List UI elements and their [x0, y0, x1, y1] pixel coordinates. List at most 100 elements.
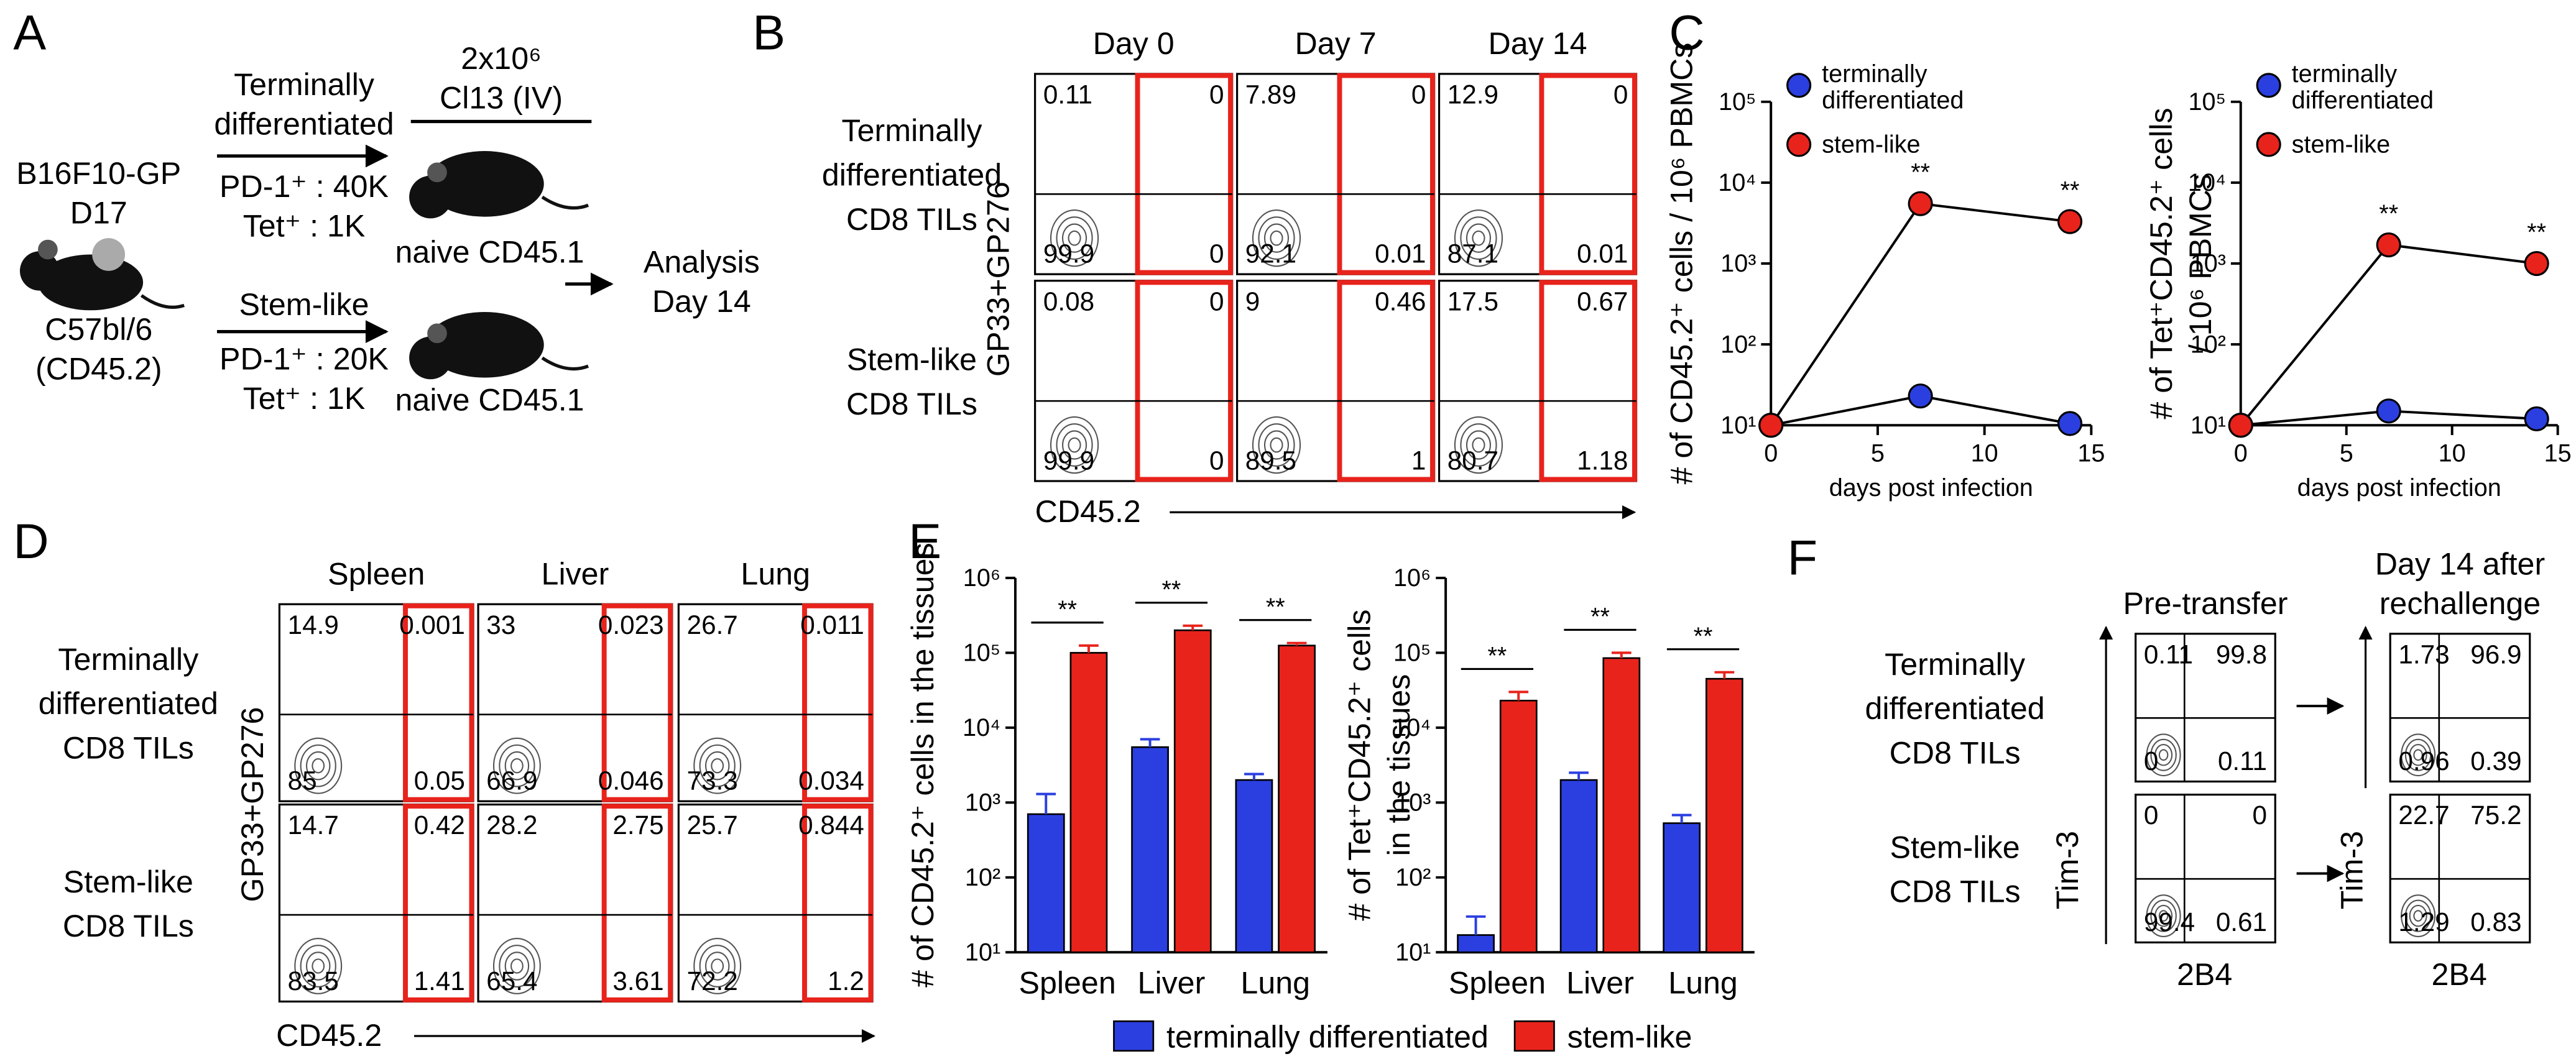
contour	[699, 945, 736, 988]
significance: **	[1590, 603, 1610, 630]
gate-percent: 99.9	[1043, 239, 1094, 268]
gate-percent: 0	[2144, 746, 2159, 776]
gate	[1135, 73, 1233, 275]
cell-count: Tet⁺ : 1K	[243, 208, 366, 243]
contour	[312, 958, 325, 974]
contour	[2154, 904, 2173, 927]
y-tick-label: 10³	[2191, 250, 2226, 277]
gate-percent: 22.7	[2398, 800, 2449, 830]
gate	[1539, 73, 1637, 275]
x-axis-label: days post infection	[2297, 474, 2501, 502]
legend-marker	[1786, 73, 1812, 98]
gate-percent: 0	[1209, 80, 1224, 109]
gate-percent: 0.001	[399, 610, 465, 640]
marker	[1908, 383, 1933, 409]
contour	[1460, 423, 1497, 467]
error-bar	[1466, 915, 1486, 935]
contour	[305, 751, 331, 781]
y-tick-label: 10³	[1395, 789, 1431, 817]
bar	[1069, 652, 1108, 953]
error-bar	[1079, 644, 1099, 653]
bar	[1499, 699, 1538, 953]
host-strain: C57bl/6	[45, 312, 152, 347]
gate-percent: 14.7	[288, 810, 339, 840]
marker	[2376, 232, 2401, 258]
contour	[294, 938, 343, 994]
error-bar	[1611, 651, 1632, 658]
mouse-icon	[19, 238, 185, 311]
marker	[1908, 191, 1933, 216]
y-tick-label: 10³	[1720, 250, 1756, 277]
gate	[1539, 280, 1637, 482]
legend-swatch	[1513, 1020, 1555, 1052]
contour	[2413, 910, 2423, 922]
marker	[2524, 406, 2549, 432]
gate-percent: 17.5	[1447, 287, 1498, 316]
gate-percent: 0.83	[2470, 907, 2521, 937]
row-label: Terminally	[58, 642, 198, 677]
legend-marker	[2256, 132, 2281, 157]
gate-percent: 89.5	[1245, 446, 1296, 475]
x-axis-label: 2B4	[2177, 957, 2232, 992]
error-bar	[1140, 738, 1160, 748]
donor: B16F10-GP	[16, 156, 181, 191]
y-tick-label: 10⁶	[963, 564, 1000, 592]
plot-frame	[677, 803, 874, 1003]
gate-percent: 99.8	[2216, 640, 2267, 669]
x-tick-label: 15	[2077, 439, 2105, 467]
group-label: differentiated	[214, 107, 394, 142]
gate-percent: 25.7	[687, 810, 738, 840]
x-tick-label: 0	[2234, 439, 2248, 467]
gate-percent: 0.11	[1043, 80, 1092, 109]
plot-frame	[1034, 73, 1234, 275]
gate	[601, 603, 673, 802]
gate-percent: 75.2	[2470, 800, 2521, 830]
contour	[1270, 437, 1283, 453]
y-tick-label: 10²	[1720, 331, 1756, 358]
contour	[300, 945, 336, 988]
gate-percent: 99.9	[1043, 446, 1094, 475]
bar	[1559, 779, 1598, 953]
marker	[2524, 250, 2549, 277]
contour	[2150, 899, 2177, 932]
error-bar	[1244, 772, 1264, 781]
contour	[1263, 430, 1290, 460]
significance: **	[1266, 594, 1285, 621]
y-axis-label: # of Tet⁺CD45.2⁺ cells	[1342, 610, 1377, 921]
bar	[1235, 779, 1273, 953]
plot-frame	[278, 803, 474, 1003]
legend-label: stem-like	[1567, 1020, 1692, 1055]
contour	[499, 945, 535, 988]
contour	[510, 958, 524, 974]
y-tick-label: 10⁵	[2189, 88, 2226, 116]
column-header: Day 14	[1489, 26, 1587, 61]
gate	[1337, 280, 1435, 482]
y-axis-label: GP33+GP276	[235, 707, 270, 902]
x-tick-label: Lung	[1240, 965, 1310, 1000]
contour	[2146, 733, 2181, 777]
error-bar	[1671, 814, 1692, 823]
group-label: Stem-like	[239, 287, 369, 322]
y-tick-label: 10²	[1395, 864, 1431, 891]
y-axis-label: Tim-3	[2334, 831, 2369, 909]
y-axis-label: in the tissues	[1382, 674, 1416, 856]
gate-percent: 26.7	[687, 610, 738, 640]
panel-label: E	[908, 513, 941, 569]
contour	[1068, 230, 1081, 246]
analysis: Day 14	[652, 284, 751, 319]
virus: Cl13 (IV)	[440, 80, 563, 115]
panel-label: C	[1669, 4, 1704, 60]
gate-percent: 0.61	[2216, 907, 2267, 937]
gate-percent: 12.9	[1447, 80, 1498, 109]
gate-percent: 0.08	[1043, 287, 1094, 316]
plot-frame	[2135, 633, 2276, 783]
gate-percent: 99.4	[2144, 907, 2195, 937]
recipient: naive CD45.1	[395, 382, 584, 417]
gate-percent: 66.9	[486, 766, 537, 795]
contour	[704, 751, 730, 781]
panel-label: D	[13, 513, 48, 569]
error-bar	[1714, 671, 1735, 679]
gate-percent: 73.3	[687, 766, 738, 795]
panel-label: F	[1788, 530, 1817, 585]
x-tick-label: 5	[1871, 439, 1885, 467]
